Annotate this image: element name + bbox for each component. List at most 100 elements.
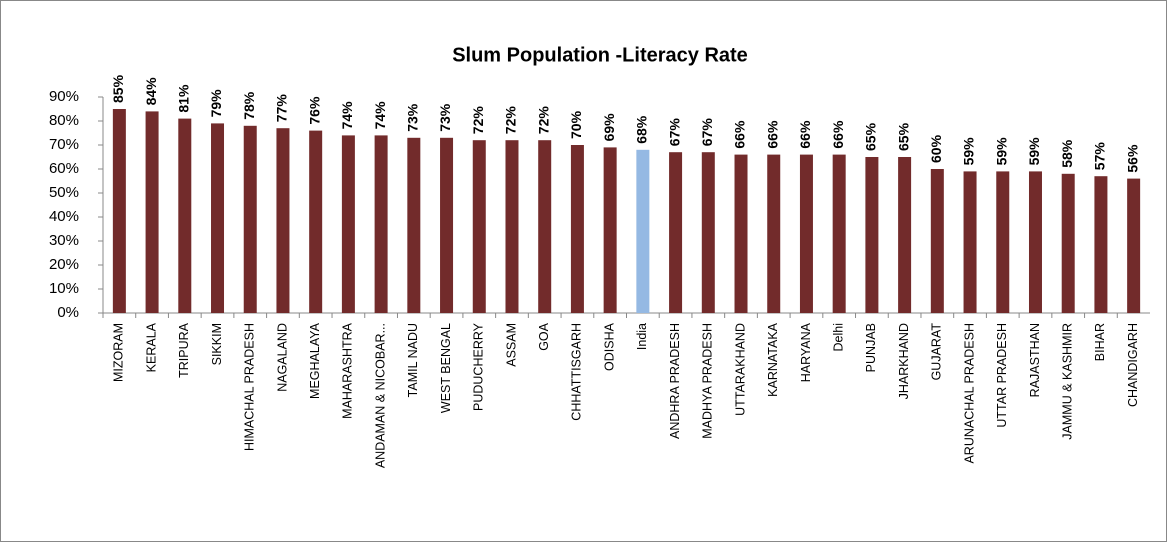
bar	[734, 154, 748, 313]
bar	[603, 147, 617, 313]
bar	[996, 171, 1010, 313]
x-tick-label: GOA	[537, 322, 551, 350]
x-tick-label: JAMMU & KASHMIR	[1061, 323, 1075, 440]
data-label: 66%	[732, 120, 748, 149]
data-label: 67%	[666, 118, 682, 147]
x-tick-label: WEST BENGAL	[439, 323, 453, 413]
bar	[963, 171, 977, 313]
x-tick-label: India	[635, 323, 649, 350]
data-label: 77%	[274, 94, 290, 123]
x-tick-label: BIHAR	[1093, 323, 1107, 361]
data-label: 57%	[1092, 142, 1108, 171]
x-tick-label: CHANDIGARH	[1126, 323, 1140, 407]
x-tick-label: PUDUCHERRY	[472, 322, 486, 411]
y-tick-label: 90%	[49, 88, 79, 105]
bar	[669, 152, 683, 313]
data-label: 79%	[208, 89, 224, 118]
data-label: 74%	[339, 101, 355, 130]
y-tick-label: 80%	[49, 112, 79, 129]
x-tick-label: ASSAM	[504, 323, 518, 367]
x-tick-label: ODISHA	[602, 322, 616, 371]
y-tick-label: 60%	[49, 160, 79, 177]
y-tick-label: 40%	[49, 208, 79, 225]
bar	[1127, 178, 1141, 313]
data-label: 66%	[830, 120, 846, 149]
x-tick-label: HIMACHAL PRADESH	[243, 323, 257, 451]
data-label: 60%	[928, 134, 944, 163]
x-tick-label: KERALA	[144, 322, 158, 372]
x-tick-label: Delhi	[831, 323, 845, 352]
y-tick-label: 30%	[49, 232, 79, 249]
data-label: 73%	[437, 103, 453, 132]
x-tick-label: CHHATTISGARH	[570, 323, 584, 421]
x-tick-label: HARYANA	[799, 322, 813, 382]
x-tick-label: ANDHRA PRADESH	[668, 323, 682, 439]
data-label: 70%	[568, 110, 584, 139]
x-tick-label: TAMIL NADU	[406, 323, 420, 397]
y-tick-label: 50%	[49, 184, 79, 201]
bar	[112, 109, 126, 313]
x-tick-label: KARNATAKA	[766, 322, 780, 397]
data-label: 56%	[1124, 144, 1140, 173]
x-tick-label: UTTARAKHAND	[733, 323, 747, 416]
bar	[407, 137, 421, 313]
data-label: 85%	[110, 74, 126, 103]
data-label: 66%	[764, 120, 780, 149]
data-label: 66%	[797, 120, 813, 149]
bar	[472, 140, 486, 313]
data-label: 72%	[503, 106, 519, 135]
y-tick-label: 70%	[49, 136, 79, 153]
bar	[898, 157, 912, 313]
data-label: 58%	[1059, 139, 1075, 168]
x-tick-label: TRIPURA	[177, 322, 191, 378]
x-tick-label: MIZORAM	[112, 323, 126, 382]
bar	[341, 135, 355, 313]
y-tick-label: 10%	[49, 280, 79, 297]
data-label: 59%	[993, 137, 1009, 166]
data-label: 81%	[176, 84, 192, 113]
y-tick-label: 20%	[49, 256, 79, 273]
bar	[1094, 176, 1108, 313]
data-label: 69%	[601, 113, 617, 142]
x-tick-label: GUJARAT	[930, 323, 944, 381]
bar	[1028, 171, 1042, 313]
x-tick-label: MEGHALAYA	[308, 322, 322, 399]
bar	[440, 137, 454, 313]
bar	[832, 154, 846, 313]
x-tick-label: UTTAR PRADESH	[995, 323, 1009, 428]
data-label: 59%	[961, 137, 977, 166]
y-tick-label: 0%	[57, 304, 79, 321]
x-tick-label: SIKKIM	[210, 323, 224, 365]
bar	[930, 169, 944, 313]
data-label: 65%	[863, 122, 879, 151]
bar	[570, 145, 584, 313]
bar	[505, 140, 519, 313]
data-label: 78%	[241, 91, 257, 120]
data-label: 76%	[306, 96, 322, 125]
data-label: 65%	[895, 122, 911, 151]
bar	[178, 118, 192, 313]
data-label: 74%	[372, 101, 388, 130]
bar	[1061, 173, 1075, 313]
bar	[243, 125, 257, 313]
x-tick-label: JHARKHAND	[897, 323, 911, 399]
chart-title: Slum Population -Literacy Rate	[452, 44, 748, 66]
data-label: 67%	[699, 118, 715, 147]
bar	[211, 123, 225, 314]
bar	[799, 154, 813, 313]
x-tick-label: MADHYA PRADESH	[701, 323, 715, 439]
data-label: 68%	[634, 115, 650, 144]
bar	[865, 157, 879, 313]
data-label: 72%	[470, 106, 486, 135]
data-label: 72%	[535, 106, 551, 135]
bar	[701, 152, 715, 313]
data-label: 84%	[143, 77, 159, 106]
x-tick-label: ANDAMAN & NICOBAR...	[373, 323, 387, 468]
x-tick-label: PUNJAB	[864, 323, 878, 372]
bar	[276, 128, 290, 313]
x-tick-label: ARUNACHAL PRADESH	[962, 323, 976, 464]
x-tick-label: NAGALAND	[275, 323, 289, 392]
bar	[374, 135, 388, 313]
data-label: 59%	[1026, 137, 1042, 166]
